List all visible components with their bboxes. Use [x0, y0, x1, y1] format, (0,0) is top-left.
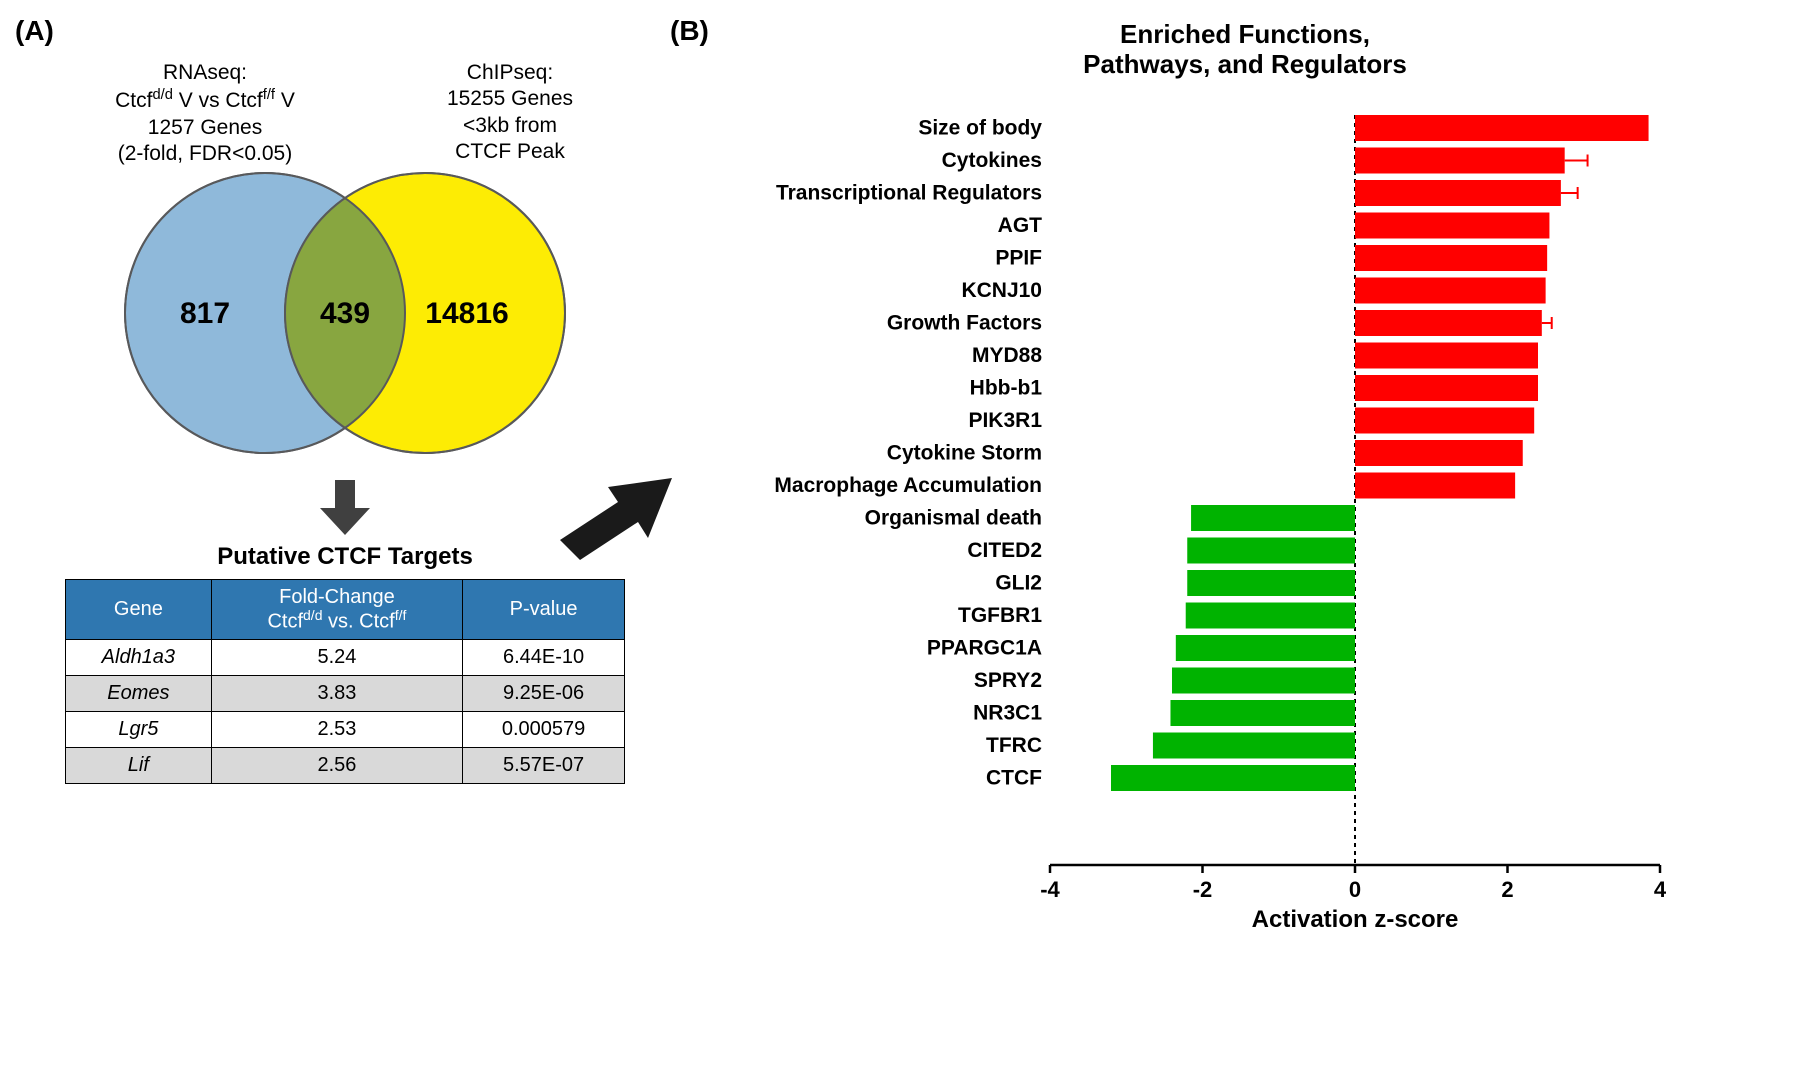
table-row: Lif2.565.57E-07 [66, 747, 625, 783]
category-label: CTCF [986, 766, 1042, 789]
cell-fc: 5.24 [211, 639, 462, 675]
xaxis-label: Activation z-score [1252, 906, 1459, 933]
venn-left-line-1: RNAseq: [163, 61, 247, 84]
category-label: Size of body [918, 116, 1042, 139]
targets-table: Gene Fold-ChangeCtcfd/d vs. Ctcff/f P-va… [65, 579, 625, 784]
table-header-gene: Gene [66, 580, 212, 640]
chart-title: Enriched Functions, Pathways, and Regula… [710, 20, 1780, 80]
category-label: AGT [998, 214, 1043, 237]
xtick-label: 0 [1349, 877, 1361, 902]
category-label: Hbb-b1 [970, 376, 1043, 399]
xtick-label: 2 [1501, 877, 1513, 902]
category-label: Cytokines [942, 149, 1042, 172]
bar [1355, 407, 1534, 433]
chart-title-line-2: Pathways, and Regulators [1083, 49, 1407, 79]
bar [1355, 180, 1561, 206]
diagonal-arrow-icon [560, 470, 680, 560]
venn-right-label: ChIPseq: 15255 Genes <3kb from CTCF Peak [395, 60, 625, 165]
category-label: CITED2 [967, 539, 1042, 562]
panel-b-label: (B) [670, 15, 709, 47]
venn-right-line-4: CTCF Peak [455, 140, 565, 163]
panel-a-label: (A) [15, 15, 54, 47]
table-row: Eomes3.839.25E-06 [66, 675, 625, 711]
category-label: GLI2 [995, 571, 1042, 594]
category-label: PIK3R1 [968, 409, 1042, 432]
bar [1355, 115, 1649, 141]
bar [1355, 245, 1547, 271]
category-label: NR3C1 [973, 701, 1042, 724]
venn-left-line-2: Ctcfd/d V vs Ctcff/f V [115, 89, 295, 112]
bar [1172, 667, 1355, 693]
cell-gene: Aldh1a3 [66, 639, 212, 675]
category-label: Organismal death [865, 506, 1042, 529]
bar [1355, 212, 1549, 238]
category-label: Macrophage Accumulation [774, 474, 1042, 497]
cell-fc: 3.83 [211, 675, 462, 711]
bar [1355, 342, 1538, 368]
venn-right-line-3: <3kb from [463, 114, 557, 137]
cell-gene: Lgr5 [66, 711, 212, 747]
xtick-label: 4 [1654, 877, 1667, 902]
category-label: SPRY2 [974, 669, 1042, 692]
venn-intersect-count: 439 [320, 297, 370, 330]
cell-gene: Eomes [66, 675, 212, 711]
venn-right-line-1: ChIPseq: [467, 61, 553, 84]
table-header-fc: Fold-ChangeCtcfd/d vs. Ctcff/f [211, 580, 462, 640]
bar [1111, 765, 1355, 791]
bar [1187, 570, 1355, 596]
chart-title-line-1: Enriched Functions, [1120, 19, 1370, 49]
bar [1355, 375, 1538, 401]
bar [1355, 310, 1542, 336]
category-label: MYD88 [972, 344, 1042, 367]
cell-pvalue: 6.44E-10 [463, 639, 625, 675]
category-label: KCNJ10 [961, 279, 1042, 302]
cell-pvalue: 5.57E-07 [463, 747, 625, 783]
table-row: Lgr52.530.000579 [66, 711, 625, 747]
bar [1355, 147, 1565, 173]
xtick-label: -2 [1193, 877, 1213, 902]
category-label: PPIF [995, 246, 1042, 269]
venn-left-line-4: (2-fold, FDR<0.05) [118, 142, 292, 165]
venn-container: RNAseq: Ctcfd/d V vs Ctcff/f V 1257 Gene… [85, 60, 605, 460]
cell-fc: 2.53 [211, 711, 462, 747]
bar [1176, 635, 1355, 661]
cell-gene: Lif [66, 747, 212, 783]
cell-pvalue: 0.000579 [463, 711, 625, 747]
venn-left-count: 817 [180, 297, 230, 330]
bar [1186, 602, 1355, 628]
cell-fc: 2.56 [211, 747, 462, 783]
bar [1187, 537, 1355, 563]
category-label: PPARGC1A [927, 636, 1042, 659]
bar [1355, 440, 1523, 466]
bar [1355, 277, 1546, 303]
category-label: Transcriptional Regulators [776, 181, 1042, 204]
bar [1355, 472, 1515, 498]
venn-left-label: RNAseq: Ctcfd/d V vs Ctcff/f V 1257 Gene… [75, 60, 335, 167]
down-arrow-icon [320, 480, 370, 535]
venn-right-line-2: 15255 Genes [447, 87, 573, 110]
category-label: Cytokine Storm [887, 441, 1042, 464]
venn-left-line-3: 1257 Genes [148, 116, 262, 139]
bar [1191, 505, 1355, 531]
xtick-label: -4 [1040, 877, 1060, 902]
bar [1170, 700, 1355, 726]
category-label: Growth Factors [887, 311, 1042, 334]
venn-diagram: 817 439 14816 [95, 165, 595, 460]
category-label: TFRC [986, 734, 1042, 757]
cell-pvalue: 9.25E-06 [463, 675, 625, 711]
venn-right-count: 14816 [425, 297, 508, 330]
table-header-pvalue: P-value [463, 580, 625, 640]
category-label: TGFBR1 [958, 604, 1042, 627]
bar [1153, 732, 1355, 758]
bar-chart: -4 -2 0 2 4 Activation z-score Size of body Cyt… [710, 105, 1690, 935]
table-row: Aldh1a35.246.44E-10 [66, 639, 625, 675]
panel-b: (B) Enriched Functions, Pathways, and Re… [710, 20, 1780, 940]
